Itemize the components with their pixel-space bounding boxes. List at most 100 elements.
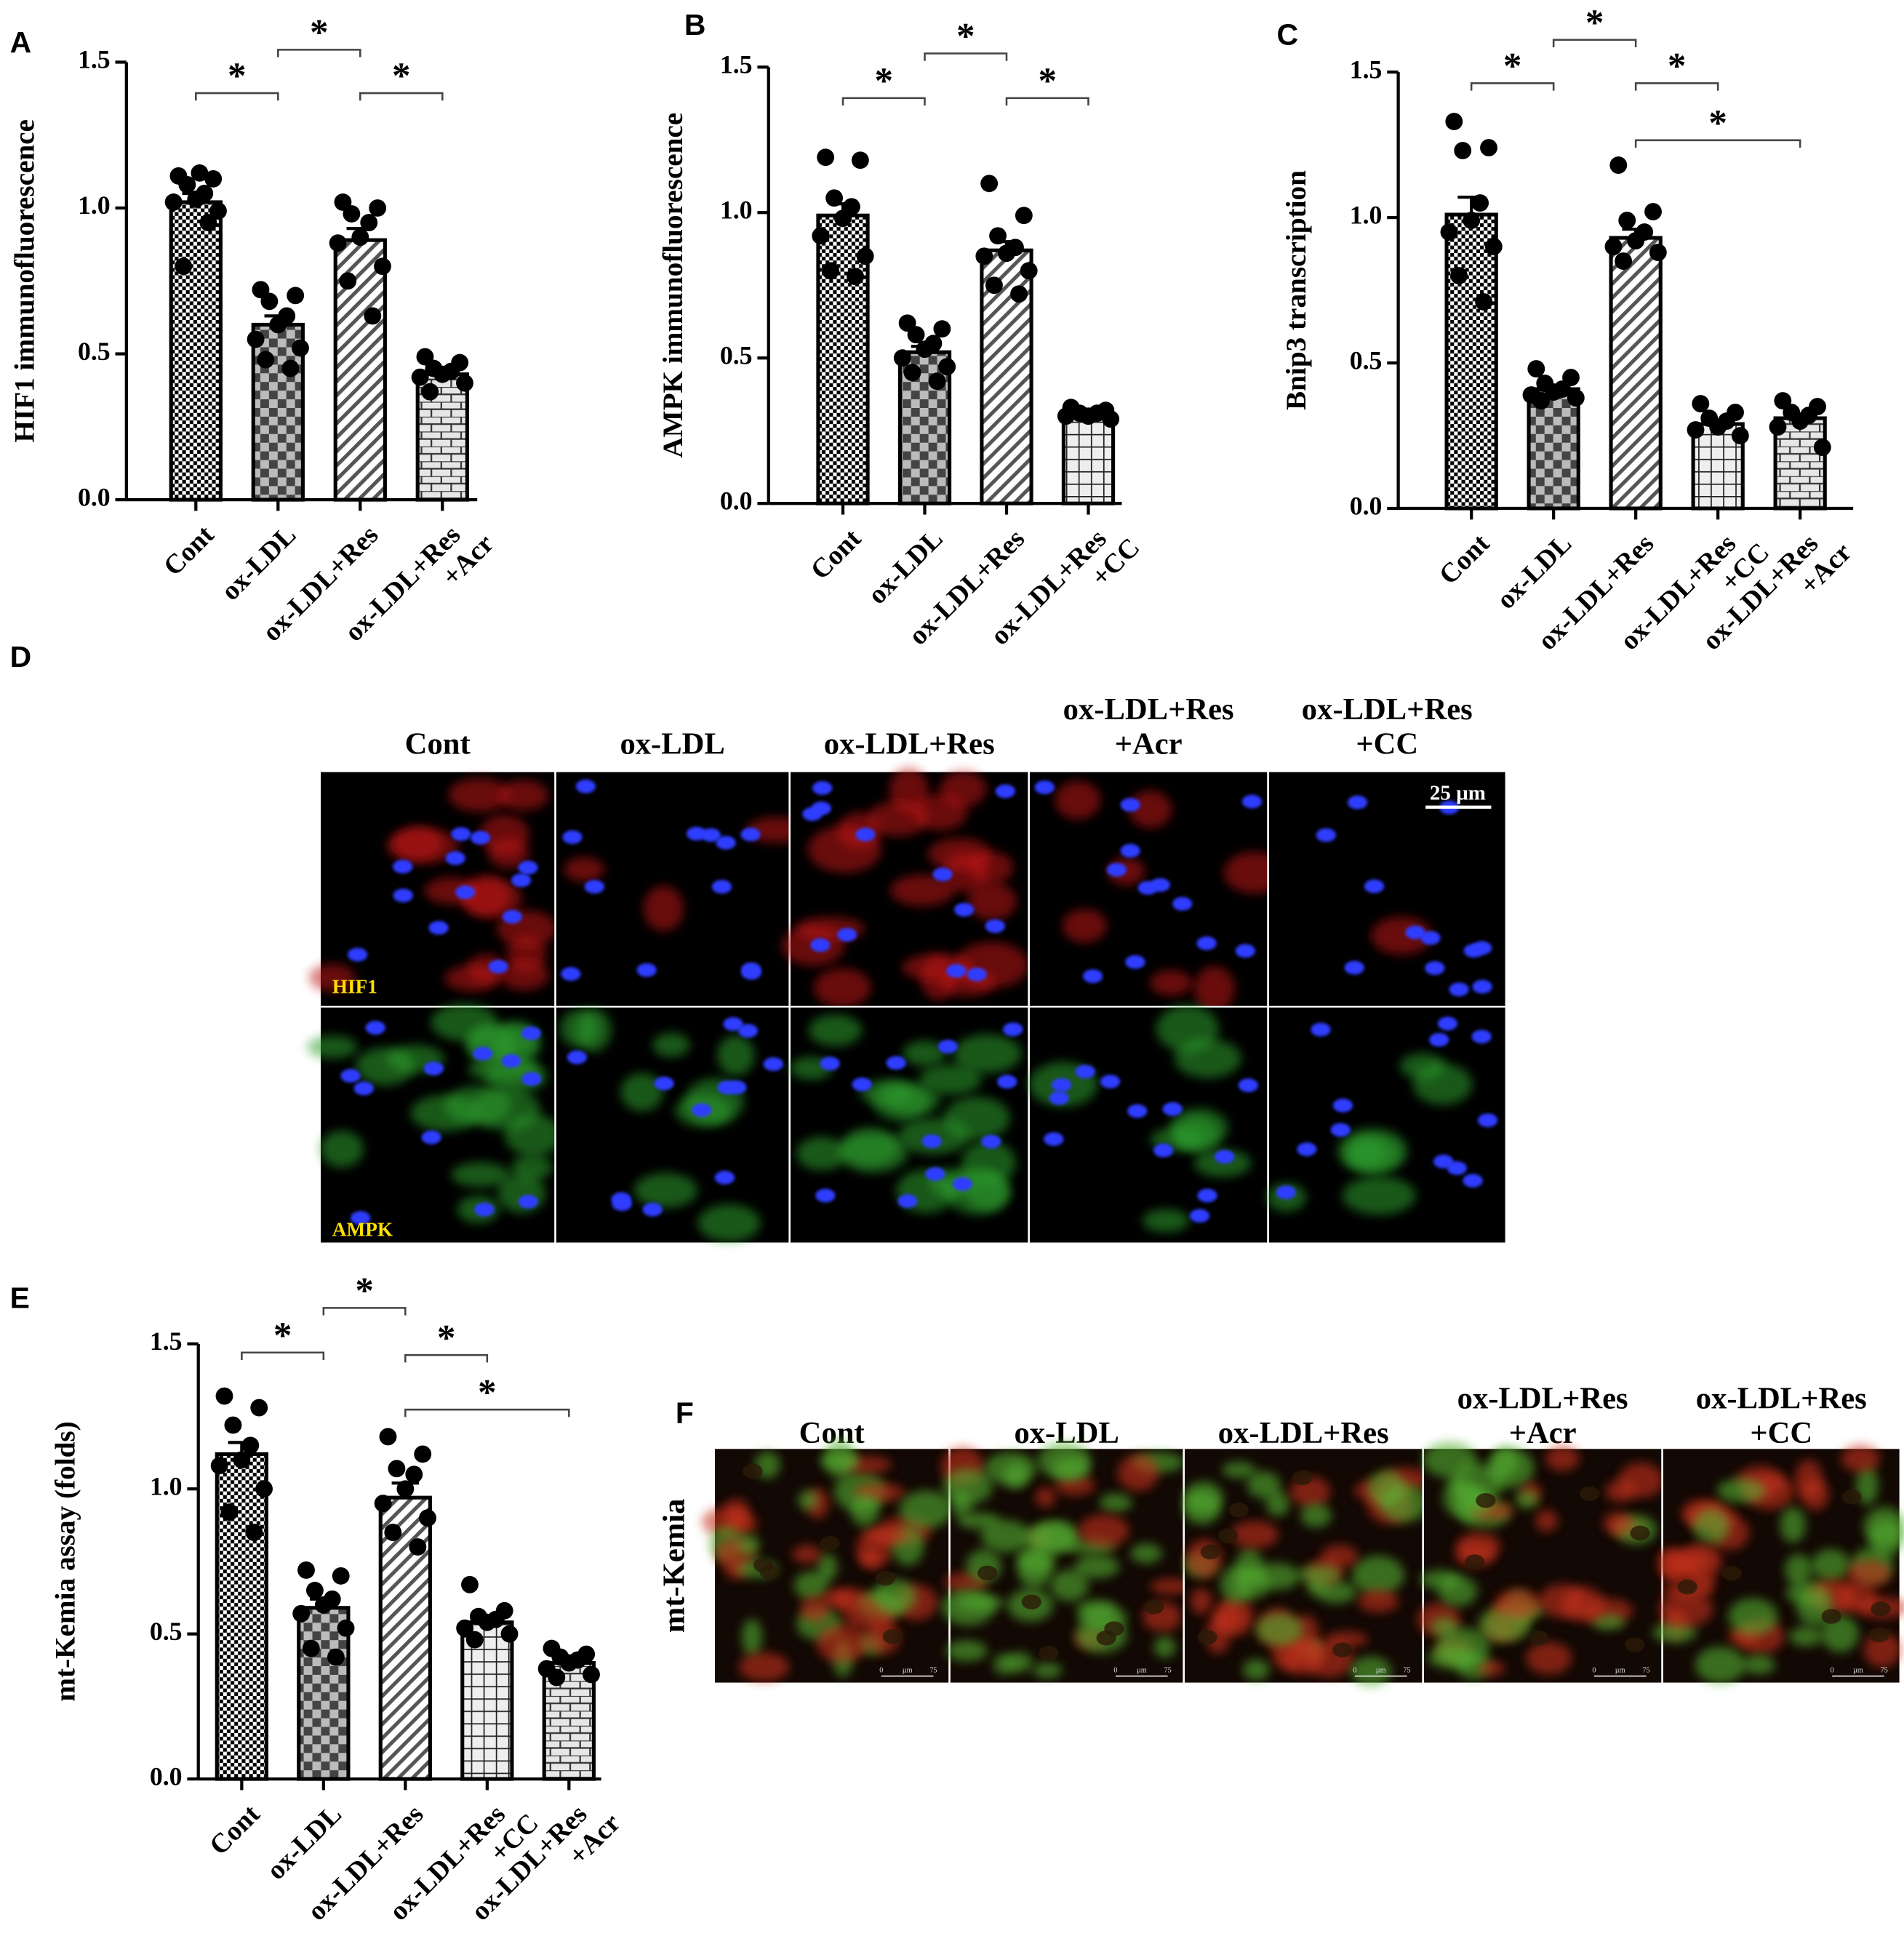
- nucleus: [1215, 1150, 1235, 1164]
- bar: [215, 1452, 269, 1781]
- nucleus: [1172, 897, 1193, 911]
- data-point: [210, 1457, 228, 1475]
- nucleus: [1153, 1143, 1174, 1158]
- micrograph: 0 µm 75: [940, 1442, 1192, 1685]
- data-point: [1615, 252, 1633, 270]
- scale-bar-label: 75: [1881, 1667, 1888, 1675]
- nucleus: [1137, 881, 1158, 895]
- nucleus: [521, 1026, 541, 1041]
- data-point: [302, 1639, 320, 1657]
- nucleus: [1228, 1503, 1249, 1518]
- nucleus: [474, 1202, 495, 1217]
- mitochondria: [1514, 1489, 1539, 1509]
- data-point: [314, 1596, 332, 1614]
- data-point: [1618, 212, 1636, 230]
- data-point: [281, 359, 300, 377]
- data-point: [1649, 244, 1667, 261]
- significance-bracket: [404, 1353, 489, 1363]
- data-point: [1687, 421, 1705, 439]
- significance-bracket: [1470, 82, 1555, 91]
- nucleus: [393, 860, 413, 873]
- data-point: [409, 1538, 427, 1556]
- nucleus: [852, 1077, 872, 1092]
- nucleus: [875, 1570, 895, 1586]
- y-axis-label: AMPK immunofluorescence: [657, 113, 689, 458]
- mitochondria: [1789, 1626, 1823, 1647]
- x-tick-label: Cont: [1433, 529, 1495, 591]
- nucleus: [686, 826, 707, 841]
- y-tick-label: 1.0: [78, 191, 111, 220]
- mitochondria: [1281, 1639, 1324, 1675]
- data-point: [374, 257, 391, 276]
- mitochondria: [1265, 1490, 1290, 1517]
- nucleus: [350, 1211, 371, 1225]
- data-point: [1769, 418, 1787, 436]
- data-point: [980, 175, 999, 193]
- mitochondria: [1561, 1586, 1604, 1623]
- mitochondria: [1231, 1521, 1279, 1549]
- nucleus: [1120, 798, 1140, 812]
- nucleus: [812, 781, 833, 795]
- nucleus: [811, 801, 831, 815]
- nucleus: [995, 784, 1016, 799]
- mitochondria: [1247, 1471, 1281, 1499]
- y-tick-label: 1.0: [1350, 200, 1383, 229]
- data-point: [1010, 285, 1028, 303]
- cytoplasm: [839, 1134, 908, 1173]
- data-point: [1692, 395, 1710, 412]
- mitochondria: [1785, 1553, 1812, 1586]
- cytoplasm: [1348, 1137, 1385, 1167]
- mitochondria: [1603, 1511, 1633, 1535]
- data-point: [233, 1451, 251, 1469]
- nucleus: [1821, 1609, 1841, 1624]
- scale-bar-label: 75: [1164, 1667, 1171, 1675]
- y-tick-label: 1.0: [720, 195, 753, 224]
- nucleus: [518, 1194, 538, 1209]
- nucleus: [1625, 1637, 1645, 1652]
- data-point: [364, 307, 382, 325]
- nucleus: [741, 966, 761, 980]
- cytoplasm: [1156, 1005, 1219, 1052]
- micrograph: [554, 1005, 791, 1245]
- nucleus: [642, 1202, 663, 1217]
- nucleus: [1429, 1033, 1449, 1047]
- mitochondria: [1841, 1444, 1880, 1473]
- x-tick-label: Cont: [158, 520, 220, 582]
- data-point: [199, 214, 217, 231]
- nucleus: [521, 1072, 542, 1086]
- nucleus: [714, 1170, 735, 1185]
- data-point: [1527, 360, 1545, 377]
- nucleus: [1529, 1630, 1549, 1646]
- data-point: [1709, 418, 1727, 436]
- bar-chart: Emt-Kemia assay (folds)0.00.51.01.5Conto…: [10, 1271, 627, 1927]
- nucleus: [967, 967, 987, 982]
- data-point: [1813, 439, 1831, 456]
- nucleus: [1241, 794, 1263, 809]
- mitochondria: [1420, 1569, 1461, 1590]
- significance-label: *: [355, 1271, 374, 1312]
- nucleus: [882, 1629, 903, 1644]
- bar: [1609, 236, 1663, 511]
- mitochondria: [1222, 1461, 1256, 1479]
- cytoplasm: [444, 965, 500, 992]
- cytoplasm: [451, 1162, 510, 1188]
- data-point: [329, 234, 347, 252]
- x-tick-label: Cont: [204, 1799, 265, 1861]
- nucleus: [946, 964, 967, 978]
- micrograph: [1267, 1005, 1508, 1245]
- mitochondria: [1695, 1647, 1746, 1684]
- data-point: [1463, 212, 1481, 230]
- data-point: [548, 1668, 566, 1687]
- nucleus: [925, 1167, 945, 1181]
- nucleus: [743, 1463, 763, 1479]
- bar: [460, 1620, 514, 1781]
- mitochondria: [1495, 1588, 1540, 1620]
- column-heading: +Acr: [1115, 727, 1183, 761]
- nucleus: [1630, 1525, 1650, 1541]
- bar: [1061, 414, 1116, 505]
- nucleus: [1449, 983, 1469, 996]
- cytoplasm: [1062, 908, 1107, 943]
- data-point: [1102, 410, 1120, 428]
- mitochondria: [1004, 1463, 1028, 1489]
- data-point: [224, 1416, 242, 1434]
